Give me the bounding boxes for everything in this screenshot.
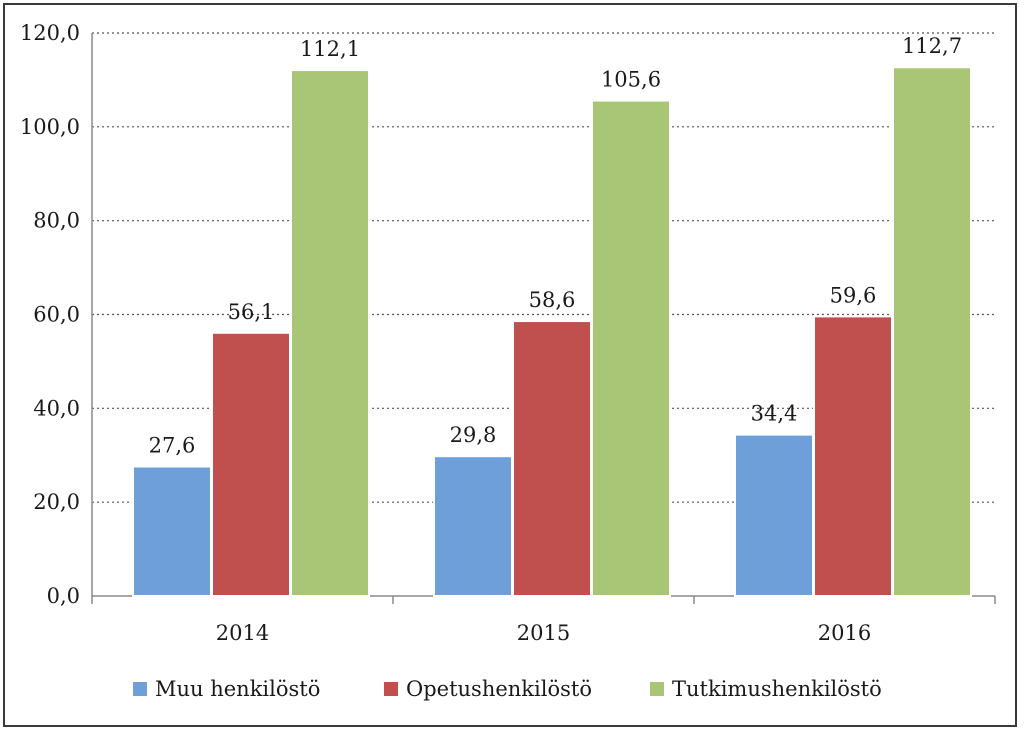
bar: [813, 315, 893, 597]
y-tick-label: 100,0: [20, 115, 80, 139]
y-tick-label: 20,0: [33, 490, 80, 514]
bar: [132, 465, 212, 598]
data-label: 29,8: [450, 423, 497, 447]
data-label: 105,6: [601, 68, 661, 92]
legend-label: Muu henkilöstö: [155, 677, 320, 701]
bar: [734, 433, 814, 597]
y-tick-label: 0,0: [47, 584, 80, 608]
bar: [892, 66, 972, 598]
data-label: 112,7: [902, 34, 962, 58]
x-tick-label: 2014: [216, 621, 269, 645]
x-tick-label: 2016: [818, 621, 871, 645]
data-label: 58,6: [529, 288, 576, 312]
legend-label: Opetushenkilöstö: [406, 677, 592, 701]
bar: [433, 455, 513, 597]
bar: [512, 320, 592, 597]
data-label: 34,4: [751, 402, 798, 426]
x-tick-label: 2015: [517, 621, 570, 645]
legend-swatch: [384, 682, 398, 696]
data-label: 56,1: [228, 300, 275, 324]
data-label: 59,6: [830, 283, 877, 307]
y-tick-label: 40,0: [33, 396, 80, 420]
data-label: 27,6: [149, 434, 196, 458]
data-label: 112,1: [300, 37, 360, 61]
bar: [591, 99, 671, 597]
bar: [211, 331, 291, 597]
legend-swatch: [650, 682, 664, 696]
legend-swatch: [133, 682, 147, 696]
y-tick-label: 80,0: [33, 209, 80, 233]
y-tick-label: 120,0: [20, 21, 80, 45]
bar: [290, 69, 370, 598]
y-tick-label: 60,0: [33, 303, 80, 327]
legend-label: Tutkimushenkilöstö: [672, 677, 882, 701]
